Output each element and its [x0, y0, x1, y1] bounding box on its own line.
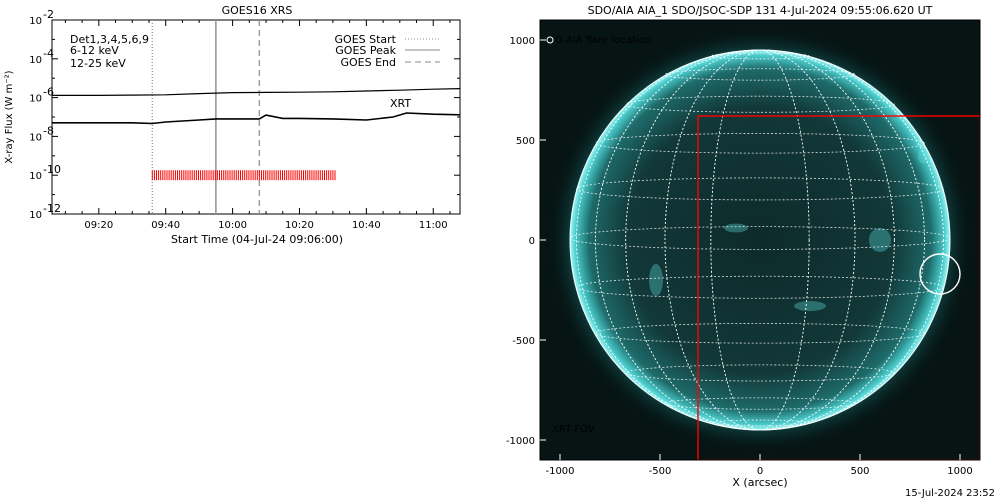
legend-low-energy: 6-12 keV [70, 44, 119, 57]
x-tick-label: 10:00 [218, 220, 247, 231]
aia-x-tick-label: 500 [850, 466, 869, 477]
active-region [869, 228, 891, 252]
aia-image-panel: SDO/AIA AIA_1 SDO/JSOC-SDP 131 4-Jul-202… [506, 4, 981, 489]
y-tick-label: 10 [29, 94, 42, 105]
x-tick-label: 09:20 [84, 220, 113, 231]
legend-goes-end: GOES End [340, 56, 396, 69]
x-tick-label: 10:40 [352, 220, 381, 231]
y-tick-exponent: -6 [43, 86, 54, 99]
aia-x-axis-label: X (arcsec) [732, 476, 787, 489]
active-region [649, 264, 663, 296]
chart-title: GOES16 XRS [222, 4, 293, 17]
active-region [794, 301, 826, 311]
legend-high-energy: 12-25 keV [70, 57, 126, 70]
legend-goes-start: GOES Start [335, 33, 397, 46]
x-tick-label: 10:20 [285, 220, 314, 231]
limb-outline [569, 49, 951, 431]
legend-detectors: Det1,3,4,5,6,9 [70, 33, 149, 46]
y-tick-exponent: -2 [43, 8, 54, 21]
y-tick-exponent: -8 [43, 124, 54, 137]
aia-y-tick-label: -500 [512, 336, 535, 347]
xrt-fov-box [697, 115, 980, 460]
y-tick-label: 10 [29, 171, 42, 182]
legend-marker-icon [546, 36, 554, 44]
latitude-line [664, 397, 856, 410]
latitude-line [625, 364, 895, 382]
footer-timestamp: 15-Jul-2024 23:52 [905, 488, 995, 499]
y-tick-label: 10 [29, 55, 42, 66]
active-region [724, 223, 748, 233]
flux-series-short [52, 112, 461, 125]
x-axis-label: Start Time (04-Jul-24 09:06:00) [171, 233, 343, 246]
aia-title: SDO/AIA AIA_1 SDO/JSOC-SDP 131 4-Jul-202… [588, 4, 933, 17]
x-tick-label: 09:40 [151, 220, 180, 231]
y-tick-exponent: -10 [43, 163, 61, 176]
aia-y-tick-label: -1000 [506, 436, 535, 447]
flux-series-long [52, 88, 461, 97]
latitude-line [576, 275, 944, 299]
goes-xrs-chart: GOES16 XRS 10-210-410-610-810-1010-1209:… [4, 4, 461, 246]
xrt-fov-label: XRT FOV [552, 424, 595, 435]
solar-disk [570, 50, 950, 430]
aia-y-tick-label: 500 [516, 136, 535, 147]
xrt-label: XRT [390, 97, 411, 110]
y-tick-label: 10 [29, 16, 42, 27]
y-tick-exponent: -12 [43, 202, 61, 215]
aia-x-tick-label: -500 [649, 466, 672, 477]
aia-x-tick-label: -1000 [545, 466, 574, 477]
y-axis-label: X-ray Flux (W m⁻²) [4, 70, 15, 163]
y-tick-exponent: -4 [43, 47, 54, 60]
active-region [918, 148, 930, 164]
latitude-line [664, 68, 856, 81]
aia-x-tick-label: 1000 [947, 466, 972, 477]
aia-y-tick-label: 1000 [510, 36, 535, 47]
latitude-line [595, 322, 925, 344]
x-tick-label: 11:00 [419, 220, 448, 231]
latitude-line [595, 133, 925, 154]
legend-goes-peak: GOES Peak [335, 44, 396, 57]
flare-location-marker [919, 253, 961, 295]
latitude-line [710, 419, 810, 427]
y-tick-label: 10 [29, 210, 42, 221]
aia-x-tick-label: 0 [757, 466, 763, 477]
latitude-line [576, 177, 944, 201]
aia-y-tick-label: 0 [529, 236, 535, 247]
aia-legend: O AIA flare location [555, 35, 651, 46]
y-tick-label: 10 [29, 132, 42, 143]
latitude-line [625, 95, 895, 113]
